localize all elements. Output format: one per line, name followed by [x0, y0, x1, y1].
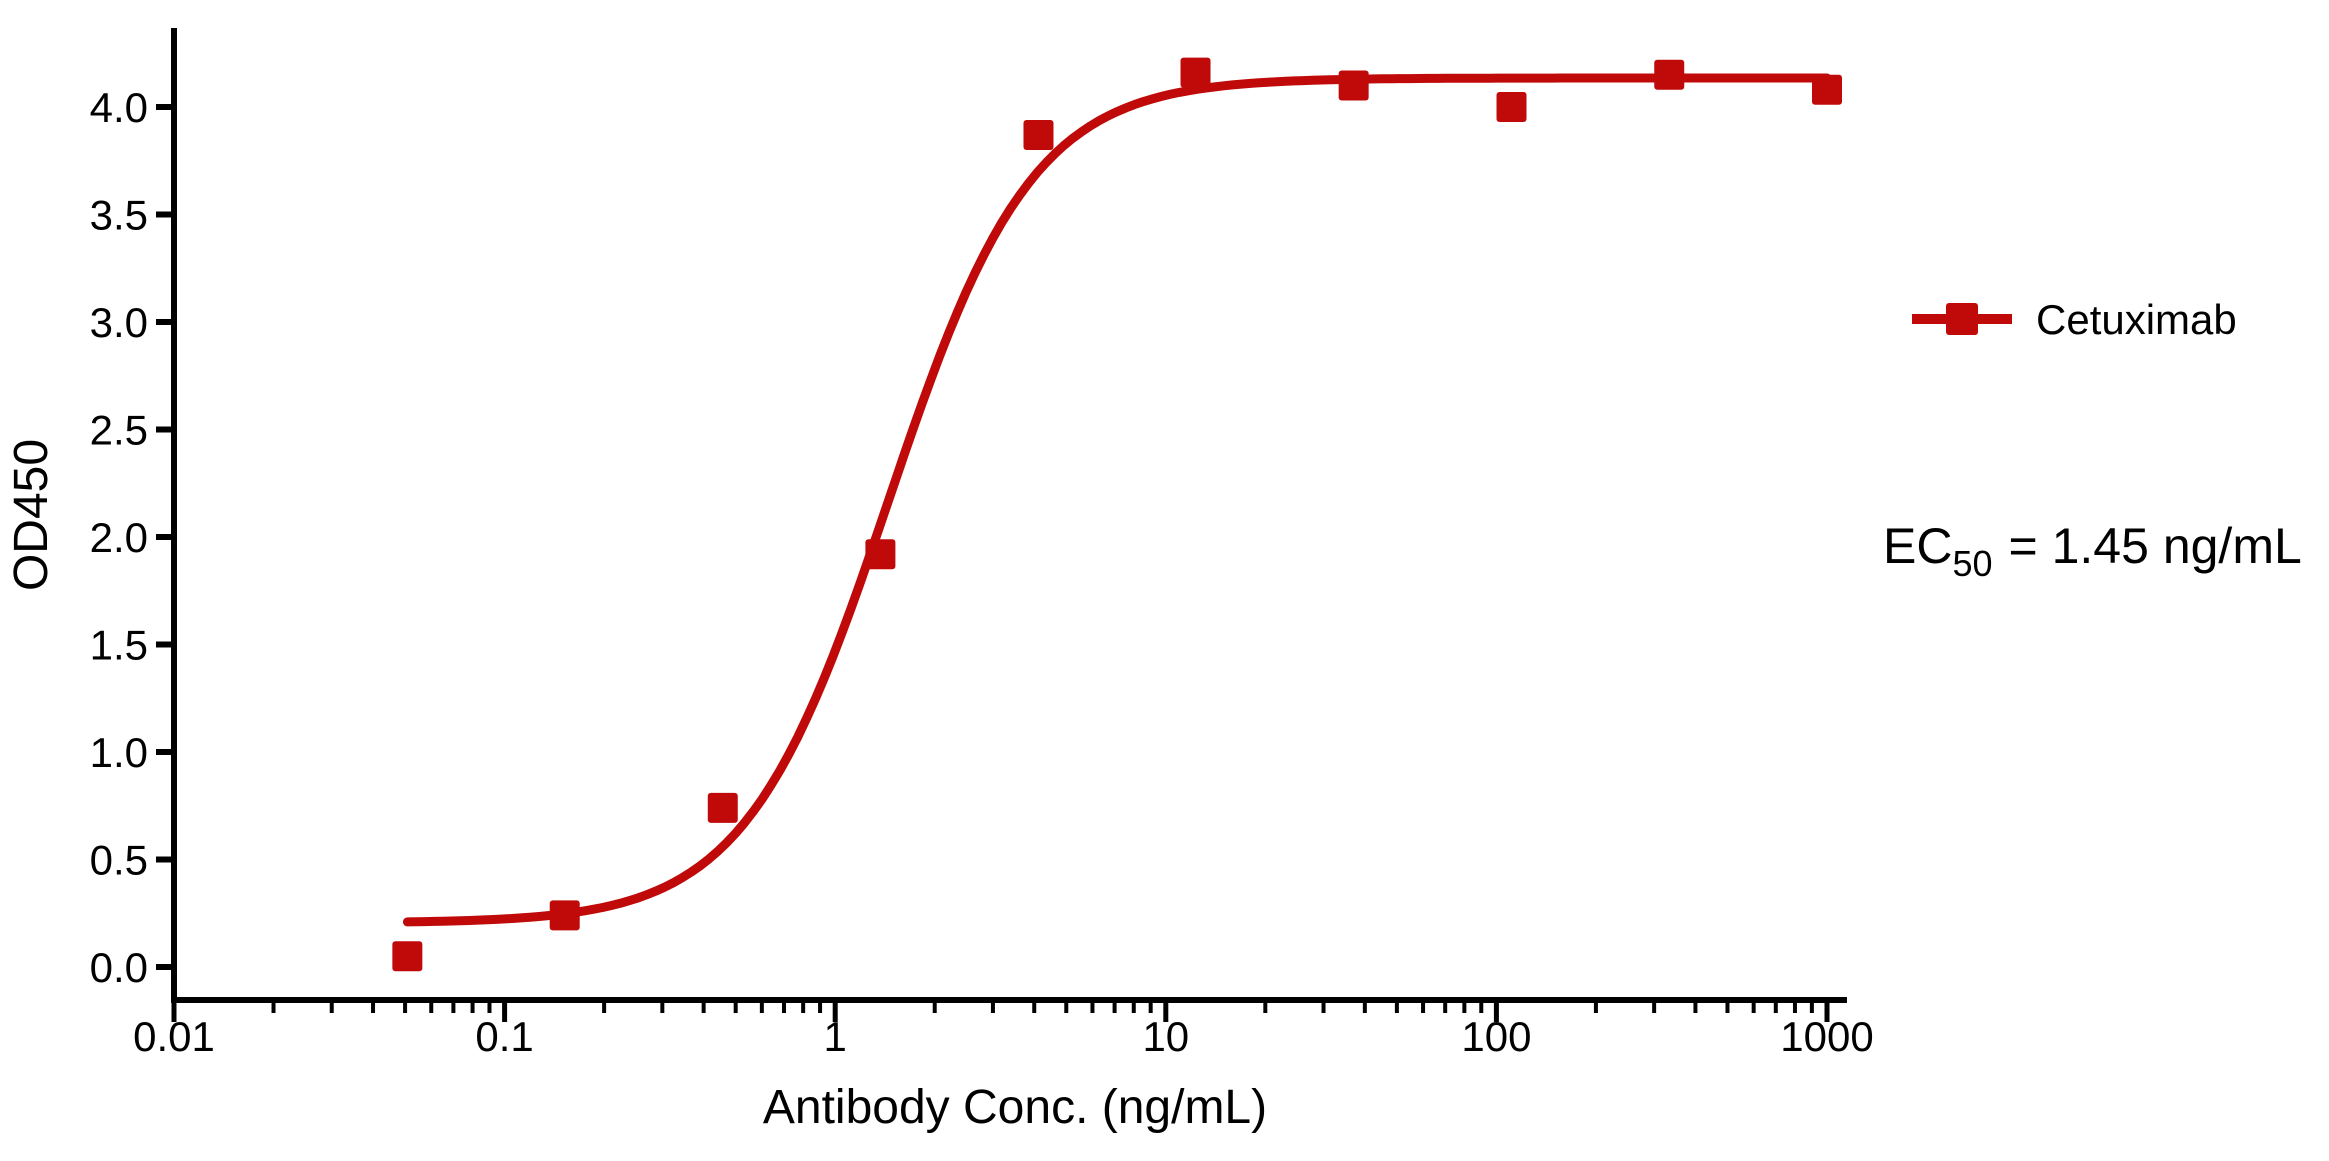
- x-tick-label: 1: [824, 1013, 847, 1060]
- y-tick-label: 1.5: [90, 622, 148, 669]
- data-point-marker: [1338, 70, 1369, 101]
- legend-label: Cetuximab: [2036, 296, 2237, 343]
- axis-ticks: 0.01 0.1 1 10 100 1000 0.0 0.5 1.0 1.5 2.0 2.5 3.0 3.…: [90, 84, 1874, 1060]
- y-tick-label: 2.0: [90, 514, 148, 561]
- y-tick-label: 2.5: [90, 407, 148, 454]
- data-point-marker: [1180, 57, 1211, 88]
- data-point-marker: [1023, 119, 1054, 150]
- data-points-group: [392, 57, 1842, 972]
- y-axis-label: OD450: [5, 439, 58, 591]
- y-tick-label: 1.0: [90, 729, 148, 776]
- data-point-marker: [1496, 92, 1527, 122]
- y-tick-label: 3.5: [90, 192, 148, 239]
- y-tick-label: 0.5: [90, 837, 148, 884]
- y-tick-label: 3.0: [90, 299, 148, 346]
- x-axis-label: Antibody Conc. (ng/mL): [763, 1081, 1267, 1134]
- data-point-marker: [549, 900, 580, 931]
- x-tick-label: 10: [1142, 1013, 1189, 1060]
- y-tick-label: 0.0: [90, 944, 148, 991]
- y-tick-label: 4.0: [90, 84, 148, 131]
- data-point-marker: [707, 792, 738, 823]
- fit-curve-group: [402, 73, 1832, 927]
- data-point-marker: [865, 539, 896, 570]
- ec50-annotation: EC50 = 1.45 ng/mL: [1883, 518, 2302, 584]
- legend: Cetuximab: [1912, 296, 2237, 343]
- x-tick-label: 1000: [1780, 1013, 1873, 1060]
- data-point-marker: [1654, 59, 1685, 90]
- x-tick-label: 0.1: [475, 1013, 533, 1060]
- x-tick-label: 100: [1461, 1013, 1531, 1060]
- legend-square-marker-icon: [1946, 303, 1978, 335]
- data-point-marker: [392, 941, 423, 972]
- x-tick-label: 0.01: [133, 1013, 215, 1060]
- fit-curve: [402, 73, 1832, 927]
- axes: [171, 28, 1847, 1003]
- data-point-marker: [1812, 74, 1842, 105]
